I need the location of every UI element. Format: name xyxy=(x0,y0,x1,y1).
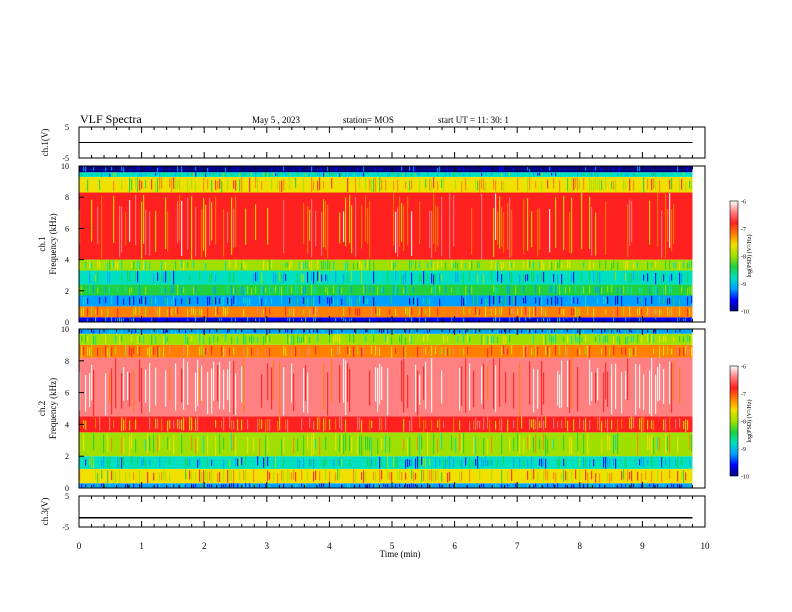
y-tick-label: 2 xyxy=(65,452,69,461)
colorbar-tick-label: -6 xyxy=(741,200,746,206)
x-tick-label: 3 xyxy=(265,541,270,551)
y-tick-label: 10 xyxy=(61,325,69,334)
spectrogram-band xyxy=(79,259,693,271)
y-tick-label: 6 xyxy=(65,389,69,398)
date-label: May 5 , 2023 xyxy=(252,115,300,125)
x-tick-label: 10 xyxy=(701,541,711,551)
x-tick-label: 6 xyxy=(452,541,457,551)
spectrogram-band xyxy=(79,284,693,296)
spectrogram-band xyxy=(79,295,693,307)
x-tick-label: 2 xyxy=(202,541,207,551)
x-tick-label: 7 xyxy=(515,541,520,551)
y-tick-label: 4 xyxy=(65,420,69,429)
y-axis-label: ch.1 xyxy=(37,236,47,251)
spectrogram-texture xyxy=(79,166,693,322)
x-tick-label: 4 xyxy=(327,541,332,551)
y-axis-label: ch.1(V) xyxy=(40,129,50,157)
y-tick-label: -5 xyxy=(62,154,69,163)
colorbar-tick-label: -9 xyxy=(741,282,746,288)
ch1-spectrogram-panel: 0 2 4 6 8 10 ch.1 Frequency (kHz) xyxy=(37,162,706,327)
colorbar-tick-label: -8 xyxy=(741,255,746,261)
y-tick-label: -5 xyxy=(62,523,69,532)
y-axis-label: Frequency (kHz) xyxy=(48,213,58,274)
colorbar-tick-label: -10 xyxy=(741,475,749,481)
spectrogram-band xyxy=(79,357,693,417)
y-tick-label: 2 xyxy=(65,287,69,296)
x-tick-label: 8 xyxy=(578,541,583,551)
y-tick-label: 4 xyxy=(65,256,69,265)
no-data-region xyxy=(692,166,705,322)
y-tick-label: 0 xyxy=(65,318,69,327)
colorbar-gradient xyxy=(729,365,739,477)
y-tick-label: 8 xyxy=(65,193,69,202)
y-axis-label: ch.3(V) xyxy=(40,498,50,526)
ch2-colorbar: -6 -7 -8 -9 -10 log(PSD) (V²/Hz) xyxy=(729,365,753,481)
spectrogram-band xyxy=(79,192,693,260)
ch2-spectrogram-panel: 0 2 4 6 8 10 ch.2 Frequency (kHz) xyxy=(37,325,706,493)
y-tick-label: 0 xyxy=(65,484,69,493)
x-tick-label: 0 xyxy=(77,541,82,551)
y-axis-label: Frequency (kHz) xyxy=(48,378,58,439)
station-label: station= MOS xyxy=(343,115,394,125)
x-tick-label: 5 xyxy=(390,541,395,551)
colorbar-tick-label: -7 xyxy=(741,227,746,233)
figure-title: VLF Spectra xyxy=(80,112,142,126)
colorbar-tick-label: -10 xyxy=(741,310,749,316)
ch1-voltage-panel: -5 5 ch.1(V) xyxy=(40,123,706,163)
time-axis: 0 1 2 3 4 5 6 7 8 9 10 xyxy=(77,541,710,551)
x-axis-label: Time (min) xyxy=(380,549,421,559)
spectrogram-band xyxy=(79,306,693,318)
colorbar-tick-label: -6 xyxy=(741,365,746,371)
y-axis-label: ch.2 xyxy=(37,401,47,416)
y-tick-label: 5 xyxy=(65,492,69,501)
x-tick-label: 9 xyxy=(640,541,645,551)
x-tick-label: 1 xyxy=(139,541,144,551)
colorbar-label: log(PSD) (V²/Hz) xyxy=(746,400,753,443)
colorbar-tick-label: -9 xyxy=(741,447,746,453)
spectrogram-band xyxy=(79,270,693,285)
ch1-colorbar: -6 -7 -8 -9 -10 log(PSD) (V²/Hz) xyxy=(729,200,753,316)
ch3-voltage-panel: -5 5 ch.3(V) xyxy=(40,492,706,532)
y-tick-label: 10 xyxy=(61,162,69,171)
start-time-label: start UT = 11: 30: 1 xyxy=(438,115,509,125)
y-tick-label: 8 xyxy=(65,357,69,366)
colorbar-gradient xyxy=(729,200,739,312)
y-tick-label: 5 xyxy=(65,123,69,132)
no-data-region xyxy=(692,329,705,488)
colorbar-tick-label: -7 xyxy=(741,392,746,398)
colorbar-tick-label: -8 xyxy=(741,420,746,426)
colorbar-label: log(PSD) (V²/Hz) xyxy=(746,235,753,278)
y-tick-label: 6 xyxy=(65,224,69,233)
